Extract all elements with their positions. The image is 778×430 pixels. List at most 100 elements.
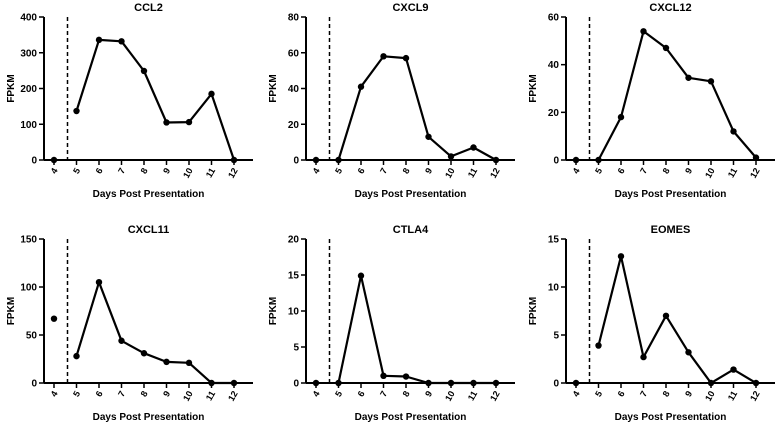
chart-title: CTLA4: [393, 224, 429, 236]
chart-title: CCL2: [134, 2, 163, 14]
x-tick-label: 12: [488, 389, 502, 403]
data-point: [685, 349, 692, 356]
data-point: [50, 315, 58, 322]
y-tick-label: 200: [20, 84, 37, 95]
x-tick-label: 4: [571, 389, 582, 398]
x-axis-label: Days Post Presentation: [93, 189, 205, 200]
data-point: [208, 90, 215, 98]
data-point: [447, 153, 455, 160]
x-tick-label: 10: [703, 389, 717, 403]
data-point: [685, 74, 692, 81]
x-tick-label: 9: [423, 389, 434, 398]
data-point: [357, 272, 365, 279]
x-tick-label: 6: [616, 389, 627, 398]
y-tick-label: 15: [288, 271, 300, 282]
x-tick-label: 8: [401, 166, 412, 175]
data-point: [662, 312, 670, 319]
x-tick-label: 10: [181, 166, 195, 180]
panel-cxcl12: 0 20 40 60 4 5 6 7 8 9 10 11 12 CXCL12 FPKM Days Post P…: [528, 2, 775, 200]
y-axis-label: FPKM: [268, 74, 279, 102]
data-point: [617, 253, 625, 260]
x-tick-label: 6: [616, 166, 627, 175]
x-tick-label: 6: [356, 166, 367, 175]
x-tick-label: 12: [226, 166, 240, 180]
data-point: [640, 28, 647, 35]
x-tick-label: 11: [726, 166, 739, 179]
data-point: [730, 128, 737, 135]
y-tick-label: 100: [20, 120, 37, 131]
x-tick-label: 10: [443, 166, 457, 180]
data-point: [752, 154, 760, 161]
x-tick-label: 7: [638, 389, 649, 398]
data-point: [230, 379, 238, 387]
series-line: [75, 38, 236, 161]
data-point: [312, 379, 320, 387]
data-point: [140, 67, 148, 75]
x-tick-label: 5: [593, 166, 604, 175]
x-tick-label: 9: [161, 389, 172, 398]
data-point: [707, 78, 715, 85]
data-point: [163, 119, 170, 126]
x-tick-label: 4: [571, 166, 582, 175]
x-tick-label: 6: [94, 389, 105, 398]
data-point: [662, 44, 670, 52]
data-point: [752, 379, 760, 387]
x-tick-label: 11: [204, 389, 217, 402]
x-axis-label: Days Post Presentation: [615, 412, 727, 423]
data-point: [425, 379, 432, 387]
x-tick-label: 8: [139, 389, 150, 398]
y-tick-label: 0: [553, 379, 559, 390]
data-point: [95, 36, 103, 44]
y-tick-label: 80: [288, 13, 300, 24]
data-point: [572, 379, 580, 387]
data-point: [492, 156, 500, 164]
y-axis-label: FPKM: [268, 297, 279, 325]
x-tick-label: 11: [204, 166, 217, 179]
series-line: [75, 281, 234, 385]
data-point: [50, 156, 58, 164]
x-tick-label: 7: [378, 389, 389, 398]
data-point: [707, 379, 715, 387]
x-tick-label: 4: [311, 389, 322, 398]
x-tick-label: 5: [71, 389, 82, 398]
x-tick-label: 6: [94, 166, 105, 175]
data-point: [185, 359, 193, 367]
data-point: [470, 379, 477, 387]
x-tick-label: 4: [49, 389, 60, 398]
data-point: [312, 156, 320, 164]
x-tick-label: 11: [726, 389, 739, 402]
chart-title: CXCL11: [128, 224, 170, 236]
x-axis-label: Days Post Presentation: [93, 412, 205, 423]
x-axis-label: Days Post Presentation: [355, 412, 467, 423]
y-tick-label: 40: [548, 60, 560, 71]
y-tick-label: 5: [553, 331, 559, 342]
y-tick-label: 60: [288, 48, 300, 59]
data-point: [335, 379, 342, 387]
x-tick-label: 6: [356, 389, 367, 398]
x-tick-label: 8: [139, 166, 150, 175]
y-tick-label: 15: [548, 235, 560, 246]
data-point: [572, 156, 580, 164]
data-point: [492, 379, 500, 387]
series-line: [597, 255, 757, 385]
data-point: [73, 352, 80, 360]
series-line: [597, 30, 757, 161]
data-point: [335, 156, 342, 164]
data-point: [118, 337, 125, 344]
panel-ccl2: 0 100 200 300 400 4 5 6 7 8 9 10 11 12 CCL2 FPKM Days Po…: [6, 2, 253, 200]
data-point: [230, 156, 238, 164]
x-tick-label: 9: [683, 389, 694, 398]
data-point: [595, 156, 602, 164]
data-point: [163, 358, 170, 366]
data-point: [425, 133, 432, 140]
y-tick-label: 20: [288, 235, 300, 246]
y-tick-label: 10: [288, 307, 300, 318]
data-point: [595, 342, 602, 349]
x-axis-label: Days Post Presentation: [355, 189, 467, 200]
data-point: [95, 279, 103, 286]
data-point: [470, 144, 477, 151]
x-tick-label: 8: [661, 166, 672, 175]
y-tick-label: 10: [548, 283, 560, 294]
x-tick-label: 12: [488, 166, 502, 180]
data-point: [208, 379, 215, 387]
